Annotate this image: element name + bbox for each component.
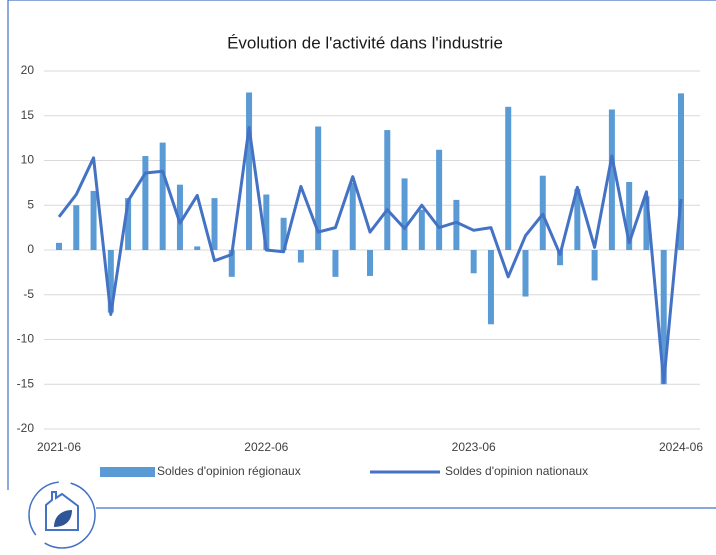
bar: [626, 181, 633, 250]
x-tick-label: 2023-06: [452, 440, 496, 454]
bar: [453, 199, 460, 250]
line-series: [57, 125, 683, 384]
bar: [401, 178, 408, 250]
bar: [591, 250, 598, 281]
bar: [418, 209, 425, 250]
bar: [90, 190, 97, 250]
bar: [367, 250, 373, 276]
bar: [505, 106, 512, 250]
chart-title: Évolution de l'activité dans l'industrie: [227, 33, 503, 52]
y-tick-label: -15: [17, 376, 35, 390]
bar: [574, 189, 581, 250]
bar: [228, 250, 235, 277]
y-tick-label: 20: [21, 63, 35, 77]
bar: [332, 250, 339, 277]
x-tick-label: 2021-06: [37, 440, 81, 454]
bar: [470, 250, 477, 274]
bar: [349, 182, 356, 250]
bar: [384, 130, 391, 250]
y-tick-label: -5: [23, 287, 34, 301]
legend-swatch: [100, 467, 155, 477]
y-tick-label: 10: [21, 153, 35, 167]
bar: [280, 217, 287, 250]
bar: [56, 242, 62, 250]
bar: [557, 250, 564, 266]
bar: [176, 184, 183, 250]
bar: [315, 126, 322, 250]
bar: [487, 250, 494, 325]
bar: [436, 149, 443, 250]
y-tick-label: 5: [27, 197, 34, 211]
legend-label: Soldes d'opinion nationaux: [445, 464, 588, 478]
bar: [678, 93, 684, 250]
bar: [211, 198, 218, 250]
bar: [643, 196, 650, 250]
bar: [194, 246, 201, 250]
bar: [522, 250, 529, 297]
bar: [73, 205, 80, 250]
bar: [125, 198, 132, 250]
y-tick-label: -20: [17, 421, 35, 435]
bar: [246, 92, 253, 250]
legend-label: Soldes d'opinion régionaux: [157, 464, 301, 478]
bar: [159, 142, 166, 250]
x-tick-label: 2024-06: [659, 440, 703, 454]
y-tick-label: 0: [27, 242, 34, 256]
bar: [608, 109, 615, 250]
bar: [660, 250, 667, 385]
bar: [142, 156, 149, 250]
bar: [107, 250, 114, 313]
x-tick-label: 2022-06: [244, 440, 288, 454]
y-tick-label: -10: [17, 332, 35, 346]
bar: [263, 194, 270, 250]
bar: [297, 250, 304, 263]
y-tick-label: 15: [21, 108, 35, 122]
icon: [28, 481, 96, 549]
